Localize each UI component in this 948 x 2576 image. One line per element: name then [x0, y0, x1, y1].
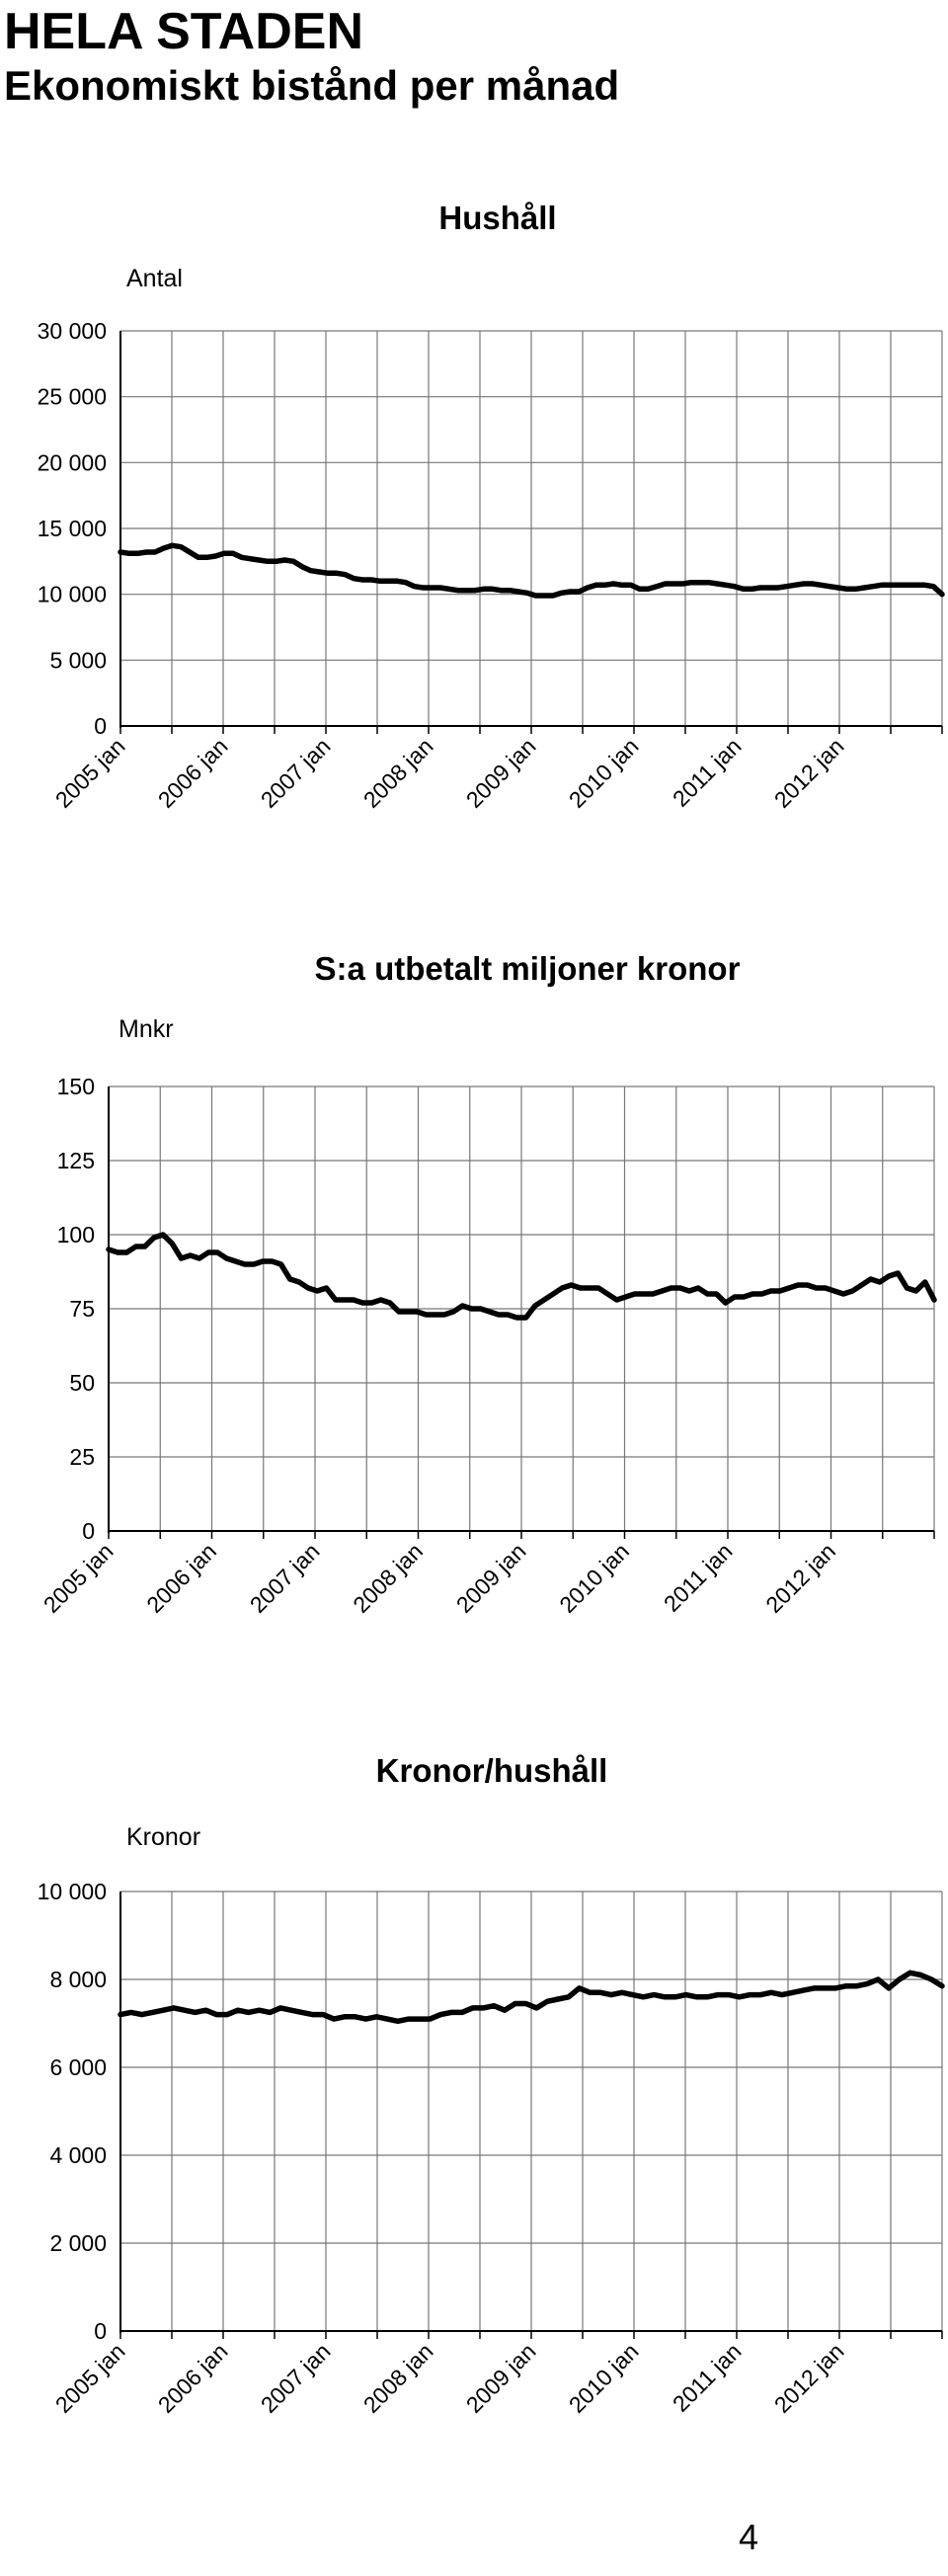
- y-axis-label: Mnkr: [118, 1015, 174, 1043]
- x-tick-label: 2011 jan: [668, 2338, 747, 2417]
- x-tick-label: 2008 jan: [358, 2338, 438, 2418]
- y-tick-label: 25: [69, 1444, 95, 1470]
- y-tick-label: 30 000: [38, 318, 107, 344]
- y-tick-label: 50: [69, 1370, 95, 1396]
- y-tick-label: 0: [82, 1518, 95, 1544]
- x-tick-label: 2007 jan: [256, 2338, 336, 2418]
- x-tick-label: 2012 jan: [760, 1538, 840, 1618]
- chart-title: Hushåll: [438, 200, 556, 236]
- y-tick-label: 15 000: [38, 516, 107, 541]
- y-tick-label: 75: [69, 1296, 95, 1322]
- chart-title: Kronor/hushåll: [376, 1752, 608, 1789]
- x-tick-label: 2009 jan: [461, 2338, 541, 2418]
- y-tick-label: 20 000: [38, 449, 107, 475]
- page-title: HELA STADEN: [4, 3, 363, 60]
- chart-households: 0 5 000 10 000 15 000 20 000 25 000 30 000 2005…: [0, 188, 948, 859]
- chart-kronor-per-household: 0 2 000 4 000 6 000 8 000 10 000 2005 jan 2006 …: [0, 1738, 948, 2450]
- x-tick-label: 2011 jan: [668, 733, 747, 812]
- y-tick-label: 10 000: [38, 582, 107, 607]
- page-subtitle: Ekonomiskt bistånd per månad: [4, 62, 620, 109]
- x-tick-label: 2010 jan: [564, 733, 644, 813]
- y-tick-label: 4 000: [49, 2142, 107, 2168]
- x-tick-label: 2011 jan: [659, 1538, 738, 1617]
- y-tick-label: 0: [94, 713, 107, 739]
- chart-households-svg: 0 5 000 10 000 15 000 20 000 25 000 30 000 2005…: [38, 200, 945, 813]
- chart-payments: 0 25 50 75 100 125 150 2005 jan 2006 jan 2007 jan…: [0, 938, 948, 1650]
- chart-payments-svg: 0 25 50 75 100 125 150 2005 jan 2006 jan 2007 jan…: [39, 950, 937, 1618]
- x-tick-label: 2006 jan: [141, 1538, 221, 1618]
- x-tick-label: 2005 jan: [50, 2338, 130, 2418]
- y-tick-label: 6 000: [49, 2054, 107, 2080]
- y-tick-label: 150: [57, 1074, 95, 1099]
- x-tick-label: 2008 jan: [348, 1538, 428, 1618]
- y-tick-label: 25 000: [38, 384, 107, 410]
- x-tick-label: 2009 jan: [451, 1538, 531, 1618]
- x-tick-label: 2009 jan: [461, 733, 541, 813]
- x-tick-label: 2005 jan: [50, 733, 130, 813]
- chart-title: S:a utbetalt miljoner kronor: [315, 950, 741, 987]
- y-tick-label: 8 000: [49, 1967, 107, 1992]
- x-tick-label: 2010 jan: [564, 2338, 644, 2418]
- series-line: [118, 1970, 945, 2025]
- y-tick-label: 125: [57, 1148, 95, 1173]
- x-tick-label: 2012 jan: [769, 733, 849, 813]
- x-tick-label: 2008 jan: [358, 733, 438, 813]
- y-tick-label: 0: [94, 2318, 107, 2344]
- y-tick-label: 100: [57, 1222, 95, 1248]
- x-tick-label: 2007 jan: [256, 733, 336, 813]
- x-tick-label: 2006 jan: [153, 2338, 233, 2418]
- x-tick-label: 2005 jan: [39, 1538, 118, 1618]
- x-tick-label: 2010 jan: [554, 1538, 634, 1618]
- y-axis-label: Antal: [126, 265, 183, 292]
- chart-kronor-per-household-svg: 0 2 000 4 000 6 000 8 000 10 000 2005 jan 2006 …: [38, 1752, 945, 2418]
- y-tick-label: 2 000: [49, 2230, 107, 2256]
- x-tick-label: 2007 jan: [245, 1538, 325, 1618]
- x-tick-label: 2012 jan: [769, 2338, 849, 2418]
- page-number: 4: [739, 2517, 759, 2557]
- y-tick-label: 5 000: [49, 647, 107, 673]
- y-axis-label: Kronor: [126, 1823, 200, 1851]
- y-tick-label: 10 000: [38, 1879, 107, 1904]
- series-line: [106, 1232, 937, 1321]
- series-line: [118, 542, 945, 599]
- x-tick-label: 2006 jan: [153, 733, 233, 813]
